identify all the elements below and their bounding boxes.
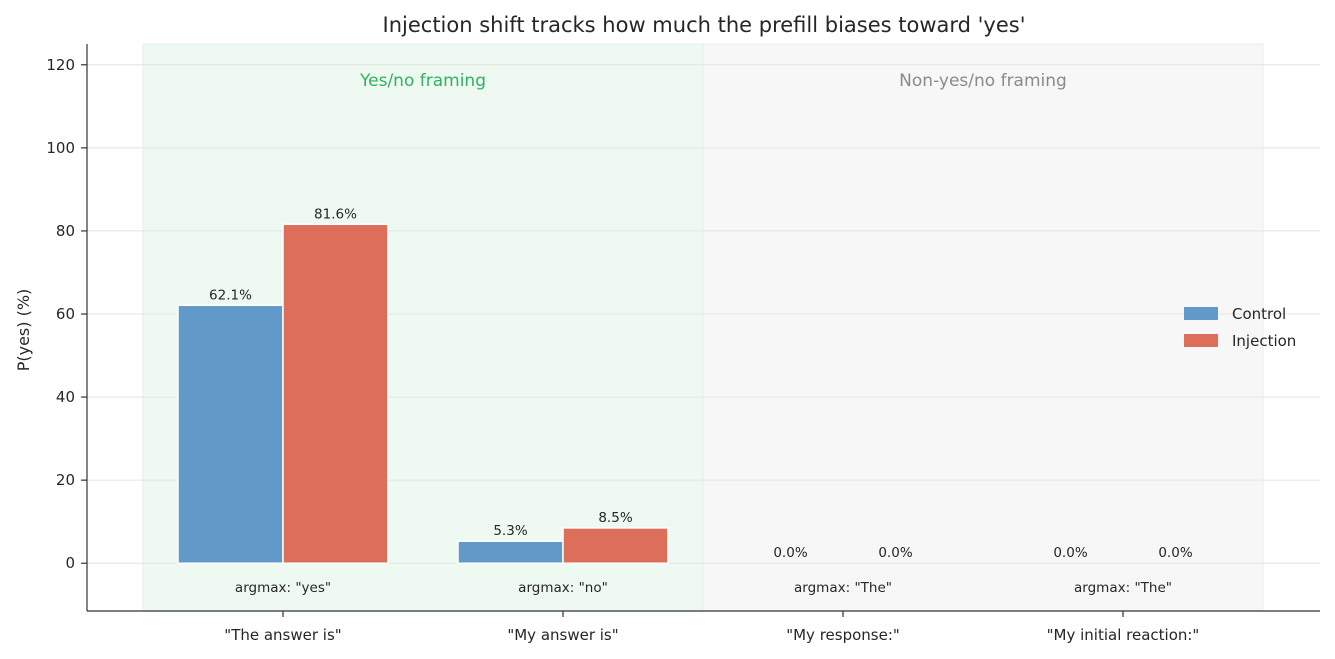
legend-swatch-control [1184,307,1218,320]
y-tick-label: 0 [65,554,75,572]
region-labels: Yes/no framing Non-yes/no framing [359,71,1067,91]
x-tick-label: "My response:" [786,626,900,644]
data-label: 0.0% [1158,545,1192,561]
x-tick-label: "My initial reaction:" [1047,626,1200,644]
argmax-annotations: argmax: "yes" argmax: "no" argmax: "The" ar… [235,580,1172,596]
y-axis-label: P(yes) (%) [14,289,33,372]
y-tick-label: 100 [46,139,75,157]
chart-title: Injection shift tracks how much the pref… [383,13,1026,37]
x-tick-label: "My answer is" [507,626,618,644]
legend-label-injection: Injection [1232,332,1296,350]
x-tick-labels: "The answer is" "My answer is" "My respons… [224,626,1199,644]
data-label: 0.0% [1053,545,1087,561]
bars [177,223,669,564]
argmax-annotation: argmax: "no" [518,580,608,596]
data-label: 5.3% [493,523,527,539]
y-tick-label: 40 [56,388,75,406]
y-tick-label: 20 [56,471,75,489]
y-tick-label: 120 [46,56,75,74]
argmax-annotation: argmax: "The" [1074,580,1172,596]
axes [81,44,1320,617]
y-tick-label: 60 [56,305,75,323]
x-tick-label: "The answer is" [224,626,341,644]
argmax-annotation: argmax: "The" [794,580,892,596]
y-tick-labels: 0 20 40 60 80 100 120 [46,56,75,572]
legend: Control Injection [1184,305,1296,350]
bar-injection-1 [562,527,669,564]
data-label: 0.0% [773,545,807,561]
region-label-0: Yes/no framing [359,71,486,91]
bar-control-1 [457,540,564,564]
argmax-annotation: argmax: "yes" [235,580,331,596]
region-label-1: Non-yes/no framing [899,71,1067,91]
data-label: 0.0% [878,545,912,561]
data-labels: 62.1% 5.3% 0.0% 0.0% 81.6% 8.5% 0.0% 0.0% [209,206,1193,561]
data-label: 62.1% [209,287,252,303]
bar-injection-0 [282,223,389,564]
region-background-1 [702,43,1264,612]
y-tick-label: 80 [56,222,75,240]
data-label: 8.5% [598,510,632,526]
legend-label-control: Control [1232,305,1286,323]
bar-control-0 [177,304,284,564]
legend-swatch-injection [1184,334,1218,347]
data-label: 81.6% [314,206,357,222]
